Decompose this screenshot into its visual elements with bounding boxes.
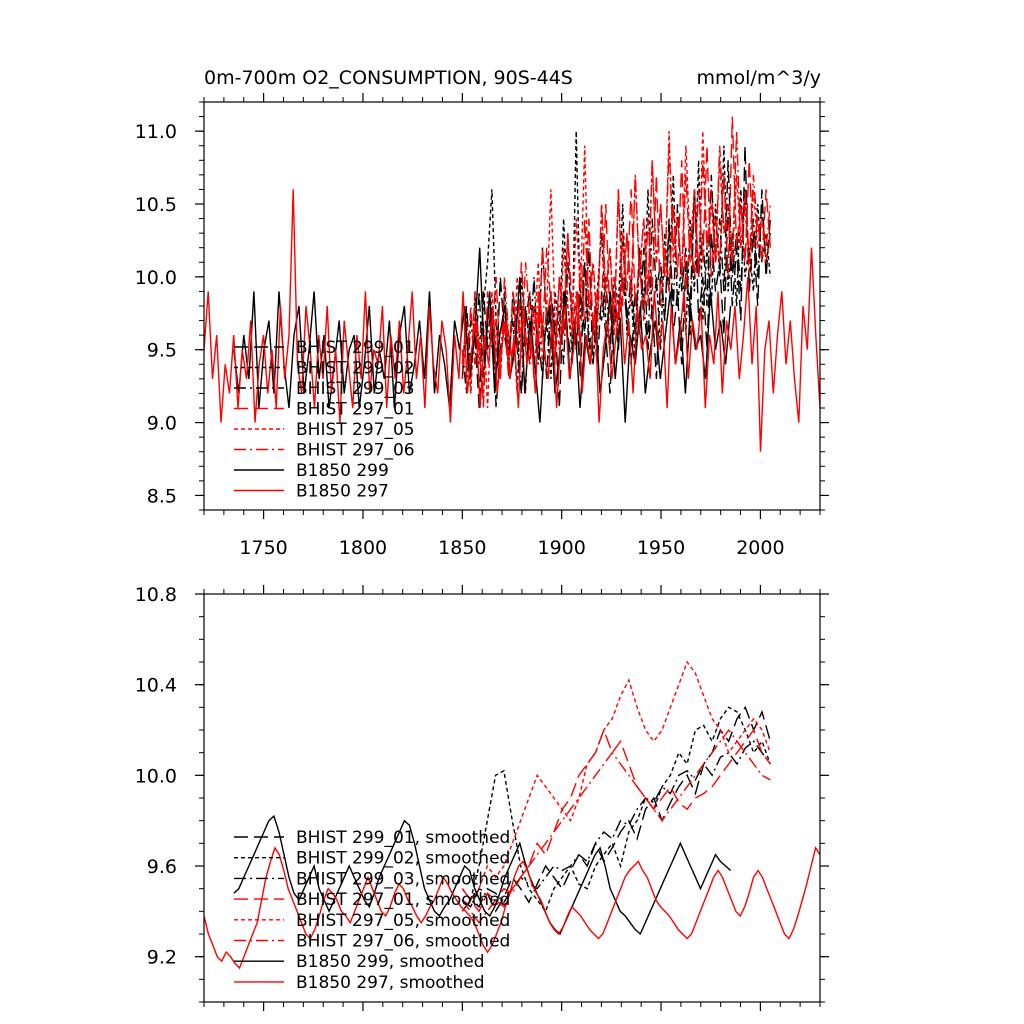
y-tick-label: 9.2 xyxy=(147,947,177,969)
legend-label: BHIST 297_06, smoothed xyxy=(296,932,510,952)
top-axis-ticks: 1750 1800 1850 1900 1950 2000 8.5 9.0 9.5 10.0 10.… xyxy=(135,93,829,559)
series-line-5 xyxy=(461,728,771,924)
top-plot-frame xyxy=(203,101,821,511)
x-tick-label: 1900 xyxy=(537,537,585,559)
series-line-4 xyxy=(461,660,771,912)
x-tick-label: 1950 xyxy=(637,537,685,559)
y-tick-label: 10.5 xyxy=(135,194,177,216)
series-line-1 xyxy=(461,131,771,394)
y-tick-label: 10.0 xyxy=(135,765,177,787)
series-line-2 xyxy=(461,740,771,912)
legend-label: B1850 299 xyxy=(296,461,389,481)
series-line-6 xyxy=(233,247,732,423)
legend-label: BHIST 299_02 xyxy=(296,359,415,379)
series-line-7 xyxy=(204,846,820,970)
legend-label: BHIST 299_02, smoothed xyxy=(296,849,510,869)
legend-label: BHIST 297_01 xyxy=(296,400,415,420)
top-series-group xyxy=(204,116,820,452)
x-tick-label: 1850 xyxy=(438,537,486,559)
legend-label: BHIST 297_06 xyxy=(296,441,415,461)
y-tick-label: 9.5 xyxy=(147,340,177,362)
legend-label: BHIST 299_03, smoothed xyxy=(296,869,510,889)
series-line-7 xyxy=(204,189,820,452)
series-line-1 xyxy=(461,706,771,913)
x-tick-label: 1800 xyxy=(339,537,387,559)
legend-label: BHIST 297_05, smoothed xyxy=(296,911,510,931)
top-units: mmol/m^3/y xyxy=(697,67,821,89)
bottom-axis-ticks: 9.2 9.6 10.0 10.4 10.8 xyxy=(135,584,829,1011)
y-tick-label: 10.4 xyxy=(135,675,177,697)
bottom-series-group xyxy=(204,660,820,970)
y-tick-label: 11.0 xyxy=(135,121,177,143)
top-title: 0m-700m O2_CONSUMPTION, 90S-44S xyxy=(204,67,573,89)
legend-label: BHIST 297_05 xyxy=(296,420,415,440)
x-tick-label: 2000 xyxy=(736,537,784,559)
legend-label: B1850 297 xyxy=(296,482,389,502)
series-line-0 xyxy=(461,145,771,409)
top-panel: 0m-700m O2_CONSUMPTION, 90S-44S mmol/m^3… xyxy=(135,67,829,559)
y-tick-label: 10.8 xyxy=(135,584,177,606)
series-line-3 xyxy=(461,727,771,913)
legend-label: BHIST 299_03 xyxy=(296,379,415,399)
series-line-3 xyxy=(461,116,771,394)
legend-label: BHIST 299_01 xyxy=(296,338,415,358)
bottom-plot-frame xyxy=(203,593,821,1003)
y-tick-label: 9.6 xyxy=(147,856,177,878)
y-tick-label: 10.0 xyxy=(135,267,177,289)
legend-label: BHIST 297_01, smoothed xyxy=(296,890,510,910)
legend-label: BHIST 299_01, smoothed xyxy=(296,828,510,848)
series-line-6 xyxy=(233,814,732,936)
x-tick-label: 1750 xyxy=(239,537,287,559)
legend-label: B1850 299, smoothed xyxy=(296,952,485,972)
y-tick-label: 9.0 xyxy=(147,413,177,435)
legend-label: B1850 297, smoothed xyxy=(296,973,485,993)
y-tick-label: 8.5 xyxy=(147,485,177,507)
bottom-panel: 9.2 9.6 10.0 10.4 10.8 BHIST 299_01, smoothe… xyxy=(135,584,829,1011)
